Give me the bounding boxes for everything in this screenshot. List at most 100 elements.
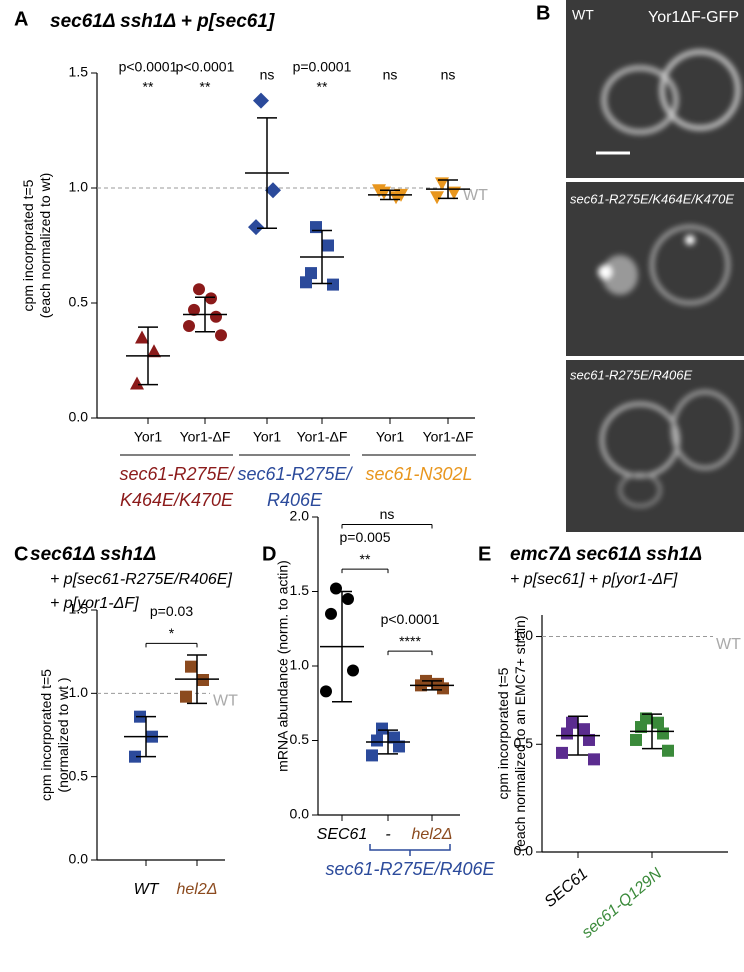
y-tick-label: 1.0 — [514, 627, 534, 643]
data-point — [253, 92, 269, 109]
y-axis-label: mRNA abundance (norm. to actin) — [275, 560, 291, 772]
y-tick-label: 0.0 — [290, 806, 310, 822]
significance: ** — [200, 79, 211, 95]
y-axis-label: cpm incorporated t=5 — [495, 667, 511, 799]
data-point — [130, 376, 144, 390]
data-point — [376, 722, 388, 735]
image-label: sec61-R275E/K464E/K470E — [570, 191, 734, 206]
panel-letter: A — [14, 8, 28, 30]
panel-letter: E — [478, 543, 491, 565]
data-point — [210, 310, 222, 323]
data-point — [265, 182, 281, 199]
x-tick-label: Yor1-ΔF — [423, 429, 474, 445]
data-point — [561, 727, 573, 740]
data-point — [652, 716, 664, 729]
data-point — [372, 184, 386, 198]
chart-title: emc7Δ sec61Δ ssh1Δ — [510, 544, 702, 565]
microscopy-panel: B WT Yor1ΔF-GFP sec61-R275E/K464E/K470E … — [536, 0, 744, 532]
comparison-label: ns — [380, 506, 395, 522]
y-tick-label: 0.5 — [69, 767, 89, 783]
chart-title: + p[sec61-R275E/R406E] — [50, 571, 232, 588]
data-point — [330, 582, 342, 595]
data-point — [129, 750, 141, 763]
comparison-label: ** — [360, 551, 371, 567]
data-point — [578, 723, 590, 736]
data-point — [635, 721, 647, 734]
data-point — [371, 734, 383, 747]
micrograph — [566, 0, 744, 178]
chart-title: sec61Δ ssh1Δ — [30, 544, 156, 565]
data-point — [193, 283, 205, 296]
data-point — [215, 329, 227, 342]
group-label: sec61-R275E/ — [119, 464, 235, 484]
data-point — [583, 733, 595, 746]
group-label: sec61-R275E/ — [237, 464, 353, 484]
x-tick-label: SEC61 — [542, 865, 592, 911]
comparison-label: p<0.0001 — [381, 611, 440, 627]
data-point — [588, 753, 600, 766]
x-tick-label: Yor1-ΔF — [297, 429, 348, 445]
significance: ns — [260, 67, 275, 83]
comparison-label: p=0.03 — [150, 603, 193, 619]
reference-label: WT — [463, 187, 488, 204]
data-point — [342, 592, 354, 605]
data-point — [300, 276, 312, 289]
y-tick-label: 0.0 — [514, 843, 534, 859]
cell — [600, 390, 739, 508]
chart-title: + p[sec61] + p[yor1-ΔF] — [510, 571, 678, 588]
reference-label: WT — [213, 693, 238, 710]
micrograph — [566, 182, 744, 356]
y-tick-label: 0.0 — [69, 409, 89, 425]
panel-letter: D — [262, 543, 276, 565]
cell — [601, 49, 741, 135]
data-point — [305, 267, 317, 280]
y-tick-label: 0.5 — [290, 731, 310, 747]
image-label: Yor1ΔF-GFP — [648, 9, 739, 26]
x-tick-label: Yor1 — [134, 429, 163, 445]
data-point — [205, 292, 217, 305]
group-bracket — [369, 844, 451, 856]
data-point — [657, 727, 669, 740]
comparison-label: **** — [399, 633, 421, 649]
y-tick-label: 1.5 — [290, 582, 310, 598]
y-tick-label: 1.5 — [69, 64, 89, 80]
y-tick-label: 2.0 — [290, 508, 310, 524]
data-point — [393, 740, 405, 753]
p-value: p<0.0001 — [119, 59, 178, 75]
data-point — [248, 219, 264, 236]
data-point — [430, 191, 444, 205]
data-point — [135, 330, 149, 344]
x-tick-label: hel2Δ — [412, 826, 453, 843]
data-point — [630, 733, 642, 746]
data-point — [185, 660, 197, 673]
y-tick-label: 0.5 — [69, 294, 89, 310]
micrograph — [566, 360, 744, 532]
p-value: p=0.0001 — [293, 59, 352, 75]
data-point — [183, 320, 195, 332]
y-tick-label: 1.0 — [69, 179, 89, 195]
x-tick-label: hel2Δ — [177, 881, 218, 898]
group-label: sec61-N302L — [365, 464, 472, 484]
x-tick-label: - — [385, 826, 390, 843]
data-point — [347, 664, 359, 677]
y-axis-label: (each normalized to wt) — [37, 173, 53, 319]
x-tick-label: Yor1 — [376, 429, 405, 445]
data-point — [147, 344, 161, 358]
y-tick-label: 1.0 — [69, 684, 89, 700]
data-point — [437, 682, 449, 695]
data-point — [556, 746, 568, 759]
panel-letter: B — [536, 2, 550, 24]
data-point — [197, 674, 209, 686]
y-tick-label: 1.0 — [290, 657, 310, 673]
y-tick-label: 0.0 — [69, 851, 89, 867]
significance: ns — [441, 67, 456, 83]
chart-title: sec61Δ ssh1Δ + p[sec61] — [50, 11, 275, 32]
data-point — [325, 607, 337, 620]
group-label: sec61-R275E/R406E — [325, 859, 495, 879]
group-label: K464E/K470E — [120, 490, 234, 510]
y-axis-label: (each normalized to an EMC7+ strain) — [512, 615, 528, 851]
significance: ** — [317, 79, 328, 95]
x-tick-label: SEC61 — [317, 826, 368, 843]
data-point — [327, 278, 339, 291]
x-tick-label: Yor1-ΔF — [180, 429, 231, 445]
